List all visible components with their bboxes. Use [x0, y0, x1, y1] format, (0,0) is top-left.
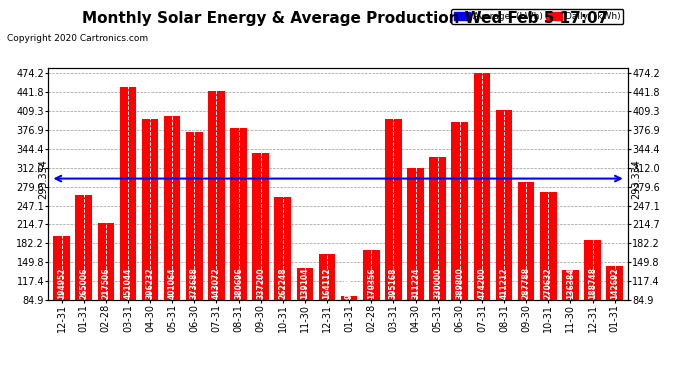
- Text: 136384: 136384: [566, 267, 575, 299]
- Text: 443072: 443072: [212, 267, 221, 299]
- Bar: [385, 119, 402, 350]
- Bar: [275, 196, 291, 350]
- Text: 396232: 396232: [146, 267, 155, 299]
- Bar: [518, 182, 535, 350]
- Bar: [341, 296, 357, 350]
- Bar: [119, 87, 136, 350]
- Bar: [53, 236, 70, 350]
- Text: Monthly Solar Energy & Average Production Wed Feb 5 17:07: Monthly Solar Energy & Average Productio…: [82, 11, 608, 26]
- Bar: [540, 192, 557, 350]
- Text: 293.334: 293.334: [38, 159, 48, 198]
- Text: 401064: 401064: [168, 267, 177, 299]
- Text: 164112: 164112: [322, 267, 331, 299]
- Text: 287788: 287788: [522, 267, 531, 299]
- Bar: [562, 270, 579, 350]
- Text: 92564: 92564: [345, 273, 354, 299]
- Bar: [297, 268, 313, 350]
- Bar: [607, 266, 623, 350]
- Text: 265006: 265006: [79, 267, 88, 299]
- Bar: [97, 223, 114, 350]
- Text: 311224: 311224: [411, 267, 420, 299]
- Text: 380696: 380696: [234, 267, 243, 299]
- Bar: [473, 73, 490, 350]
- Bar: [584, 240, 601, 350]
- Bar: [208, 92, 225, 350]
- Text: 474200: 474200: [477, 267, 486, 299]
- Bar: [141, 118, 159, 350]
- Text: 262248: 262248: [278, 267, 287, 299]
- Bar: [451, 122, 468, 350]
- Text: 293.334: 293.334: [631, 159, 641, 198]
- Text: 411212: 411212: [500, 267, 509, 299]
- Text: 194952: 194952: [57, 267, 66, 299]
- Text: 170356: 170356: [367, 267, 376, 299]
- Bar: [363, 250, 380, 350]
- Bar: [253, 153, 269, 350]
- Text: 395168: 395168: [389, 267, 398, 299]
- Text: 142692: 142692: [610, 267, 619, 299]
- Bar: [429, 157, 446, 350]
- Bar: [495, 110, 512, 350]
- Text: 337200: 337200: [256, 267, 265, 299]
- Bar: [164, 116, 181, 350]
- Bar: [75, 195, 92, 350]
- Text: 217506: 217506: [101, 267, 110, 299]
- Bar: [186, 132, 203, 350]
- Text: Copyright 2020 Cartronics.com: Copyright 2020 Cartronics.com: [7, 34, 148, 43]
- Bar: [407, 168, 424, 350]
- Text: 188748: 188748: [588, 267, 597, 299]
- Text: 451044: 451044: [124, 267, 132, 299]
- Text: 139104: 139104: [300, 267, 309, 299]
- Legend: Average  (kWh), Daily  (kWh): Average (kWh), Daily (kWh): [451, 9, 623, 24]
- Text: 330000: 330000: [433, 267, 442, 299]
- Bar: [319, 254, 335, 350]
- Text: 373688: 373688: [190, 267, 199, 299]
- Text: 389800: 389800: [455, 267, 464, 299]
- Text: 270632: 270632: [544, 267, 553, 299]
- Bar: [230, 128, 247, 350]
